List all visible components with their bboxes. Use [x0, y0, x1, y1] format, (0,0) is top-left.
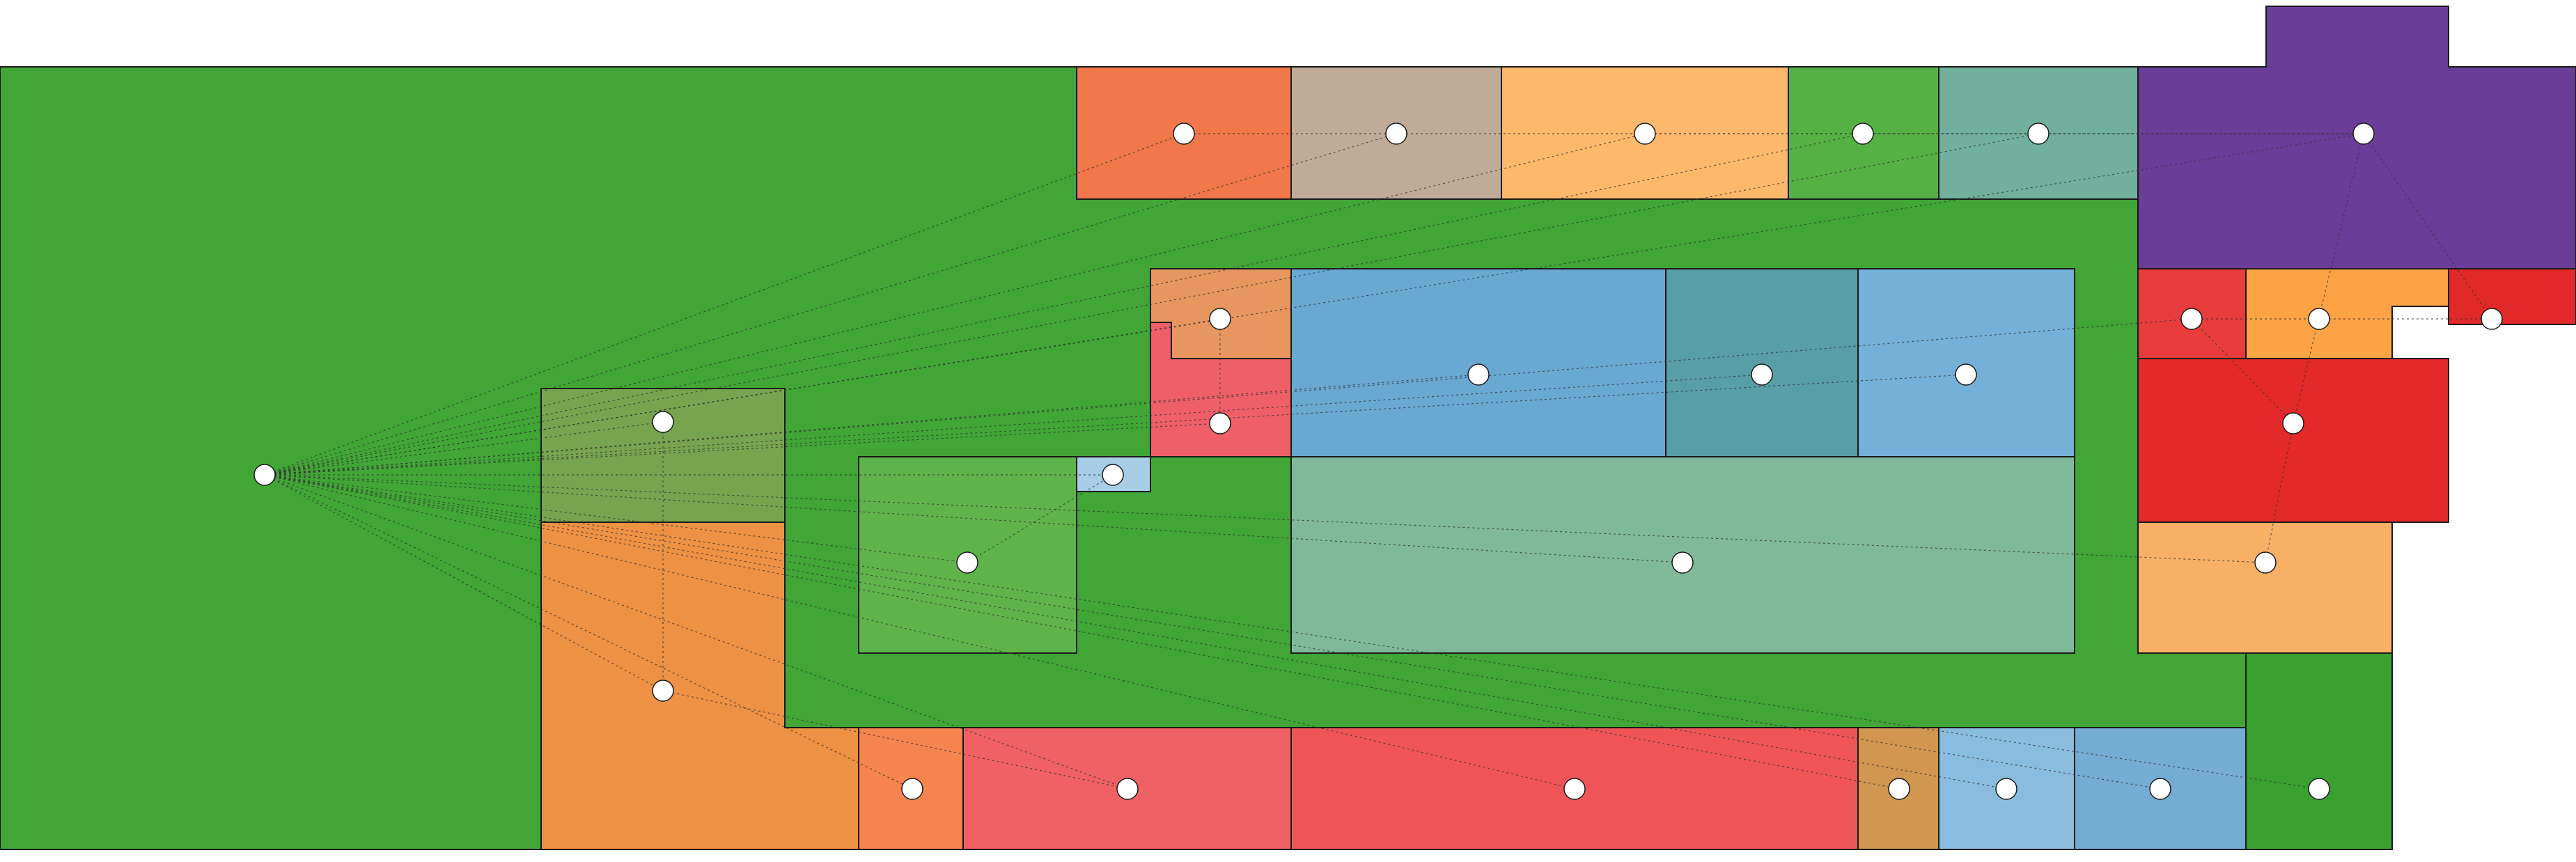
room-blue-room-1: [1290, 268, 1666, 457]
adjacency-edge: [264, 474, 1128, 790]
adjacency-edge: [264, 421, 664, 476]
adjacency-edge: [662, 690, 1128, 790]
room-teal-room: [1665, 268, 1859, 457]
room-light-orange-room: [2137, 522, 2393, 654]
room-node-top-room-2: [1385, 123, 1407, 145]
room-node-bottom-room-6: [2149, 778, 2171, 800]
room-node-red-room-1: [2180, 308, 2203, 330]
rooms-layer: [0, 6, 2576, 850]
room-node-teal-room: [1751, 363, 1773, 386]
adjacency-edge: [264, 474, 913, 790]
room-green-room-2: [2245, 652, 2393, 850]
room-node-sage-room: [1671, 551, 1694, 574]
room-node-top-right-room: [2352, 123, 2375, 145]
room-node-blue-room-2: [1955, 363, 1977, 386]
room-node-top-room-4: [1852, 123, 1874, 145]
adjacency-edge: [264, 318, 1221, 476]
adjacency-edge: [264, 423, 1221, 476]
room-node-pink-room: [1209, 412, 1231, 434]
adjacency-edge: [264, 133, 2039, 476]
room-node-light-blue-room: [1102, 464, 1124, 486]
room-node-orange-room-2: [2308, 308, 2330, 330]
adjacency-edge: [264, 133, 2364, 476]
room-node-bottom-room-1: [901, 778, 923, 800]
adjacency-edge: [264, 474, 1575, 790]
adjacency-edge: [264, 474, 2266, 563]
room-node-bottom-room-3: [1563, 778, 1586, 800]
room-blue-room-2: [1857, 268, 2075, 457]
room-node-green-room-2: [2308, 778, 2330, 800]
room-node-orange-room: [652, 680, 674, 702]
adjacency-edge: [264, 133, 1864, 476]
adjacency-edge: [264, 318, 2192, 476]
adjacency-edge: [2265, 423, 2294, 563]
room-node-red-room-2: [2481, 308, 2503, 330]
room-red-room-3: [2137, 358, 2449, 523]
adjacency-edge: [264, 474, 968, 563]
adjacency-edge: [264, 374, 1967, 476]
adjacency-edge: [264, 133, 1397, 476]
adjacency-edge: [264, 374, 1479, 476]
room-node-blue-room-1: [1467, 363, 1490, 386]
adjacency-edge: [2293, 133, 2364, 424]
adjacency-edge: [264, 474, 2161, 790]
room-red-room-2: [2448, 268, 2576, 325]
adjacency-edge: [264, 133, 1646, 476]
adjacency-edge: [2363, 133, 2492, 320]
room-node-top-room-5: [2027, 123, 2050, 145]
room-node-bottom-room-5: [1995, 778, 2017, 800]
adjacency-edge: [264, 474, 2320, 790]
room-node-top-room-1: [1173, 123, 1195, 145]
room-node-olive-room: [652, 411, 674, 433]
room-node-light-orange-room: [2254, 551, 2277, 574]
room-node-peach-room: [1209, 308, 1231, 330]
room-node-bottom-room-4: [1888, 778, 1910, 800]
room-node-green-room: [956, 551, 978, 574]
edges-layer: [264, 133, 2492, 790]
adjacency-edge: [967, 474, 1114, 563]
nodes-layer: [253, 123, 2503, 800]
room-node-main-corridor: [253, 464, 276, 486]
room-node-red-room-3: [2282, 412, 2304, 434]
adjacency-edge: [264, 374, 1763, 476]
room-node-top-room-3: [1634, 123, 1656, 145]
room-node-bottom-room-2: [1116, 778, 1139, 800]
room-olive-room: [540, 388, 786, 523]
